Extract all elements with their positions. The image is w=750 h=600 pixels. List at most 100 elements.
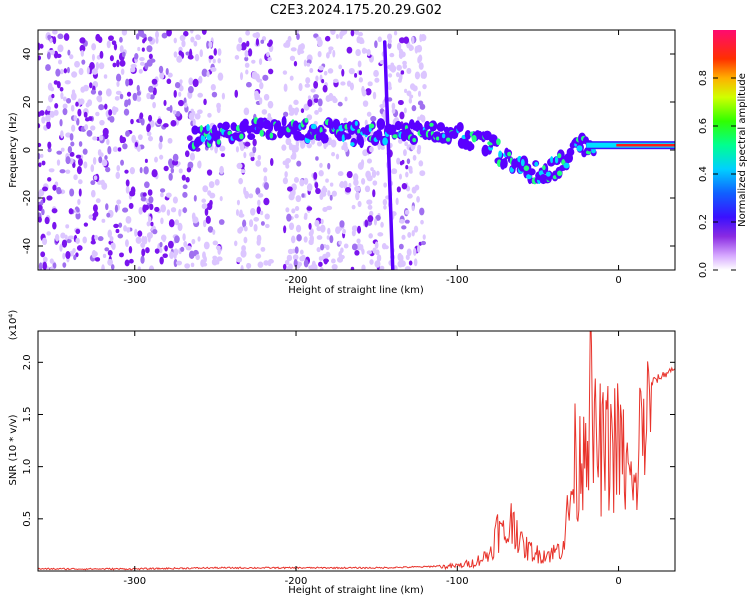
noise-dot (60, 147, 65, 152)
noise-dot (336, 256, 344, 263)
noise-dot (296, 33, 300, 41)
noise-dot (329, 235, 334, 244)
noise-dot (49, 110, 55, 118)
noise-dot (293, 60, 298, 67)
noise-dot (38, 142, 42, 148)
noise-dot (56, 159, 61, 166)
noise-dot (370, 115, 377, 122)
noise-dot (240, 265, 244, 270)
noise-dot (95, 111, 100, 117)
noise-dot (168, 219, 175, 228)
y-tick-label: 40 (22, 48, 33, 61)
noise-dot (101, 159, 108, 167)
noise-dot (263, 93, 270, 101)
noise-dot (124, 169, 129, 174)
noise-dot (190, 36, 195, 43)
noise-dot (138, 68, 143, 74)
trace-core-dot (576, 145, 583, 152)
noise-dot (148, 196, 154, 204)
noise-dot (262, 74, 269, 81)
noise-dot (106, 212, 111, 218)
noise-dot (136, 84, 140, 92)
noise-dot (137, 266, 141, 270)
noise-dot (83, 161, 88, 169)
noise-dot (319, 267, 324, 270)
noise-dot (346, 170, 353, 179)
noise-dot (73, 115, 78, 122)
noise-dot (71, 71, 78, 78)
noise-dot (343, 243, 349, 249)
noise-dot (377, 36, 382, 43)
colorbar-tick-label: 0.4 (698, 166, 709, 182)
y-tick-label: 1.5 (22, 407, 33, 423)
trace-core-dot (523, 165, 530, 171)
noise-dot (182, 191, 188, 198)
noise-dot (338, 240, 342, 245)
noise-dot (282, 177, 288, 185)
noise-dot (104, 103, 108, 110)
noise-dot (304, 83, 311, 88)
x-tick-label: 0 (615, 275, 621, 286)
noise-dot (239, 143, 245, 152)
noise-dot (77, 108, 82, 117)
noise-dot (141, 235, 145, 244)
noise-dot (143, 166, 149, 175)
noise-dot (51, 208, 58, 214)
noise-dot (284, 159, 289, 167)
noise-dot (73, 174, 78, 181)
spectrogram-x-axis-label: Height of straight line (km) (288, 285, 424, 296)
noise-dot (172, 153, 179, 162)
noise-dot (75, 228, 81, 235)
noise-dot (91, 53, 95, 61)
noise-dot (397, 77, 402, 83)
noise-dot (306, 206, 313, 211)
noise-dot (71, 124, 76, 132)
noise-dot (299, 179, 305, 187)
noise-dot (104, 247, 110, 252)
noise-dot (259, 97, 263, 105)
noise-dot (164, 245, 168, 252)
noise-dot (246, 262, 252, 269)
noise-dot (140, 242, 146, 248)
trace-core-dot (591, 148, 596, 154)
noise-dot (162, 253, 168, 259)
noise-dot (113, 43, 118, 51)
noise-dot (47, 141, 52, 149)
noise-dot (62, 108, 68, 116)
noise-dot (354, 73, 358, 78)
noise-dot (38, 152, 41, 160)
noise-dot (148, 85, 154, 93)
noise-dot (255, 253, 262, 259)
noise-dot (129, 190, 136, 197)
noise-dot (63, 33, 70, 41)
noise-dot (246, 40, 250, 47)
noise-dot (396, 186, 401, 193)
noise-dot (247, 48, 253, 57)
noise-dot (167, 137, 173, 144)
noise-dot (165, 67, 169, 75)
noise-dot (335, 33, 339, 39)
noise-dot (400, 70, 405, 75)
noise-dot (372, 180, 378, 186)
trace-core-dot (542, 165, 546, 171)
noise-dot (403, 107, 407, 114)
trace-core-dot (534, 161, 539, 167)
noise-dot (252, 146, 257, 154)
noise-dot (236, 199, 240, 206)
noise-dot (41, 237, 48, 246)
noise-dot (201, 198, 207, 203)
noise-dot (318, 261, 323, 267)
noise-dot (250, 156, 255, 162)
noise-dot (118, 222, 123, 228)
noise-dot (127, 98, 131, 106)
noise-dot (47, 34, 52, 40)
noise-dot (307, 99, 313, 107)
noise-dot (113, 223, 119, 229)
noise-dot (126, 91, 132, 97)
noise-dot (220, 153, 225, 158)
noise-dot (176, 260, 183, 266)
noise-dot (106, 40, 111, 49)
noise-dot (146, 92, 151, 100)
noise-dot (255, 38, 260, 47)
noise-dot (202, 219, 207, 228)
